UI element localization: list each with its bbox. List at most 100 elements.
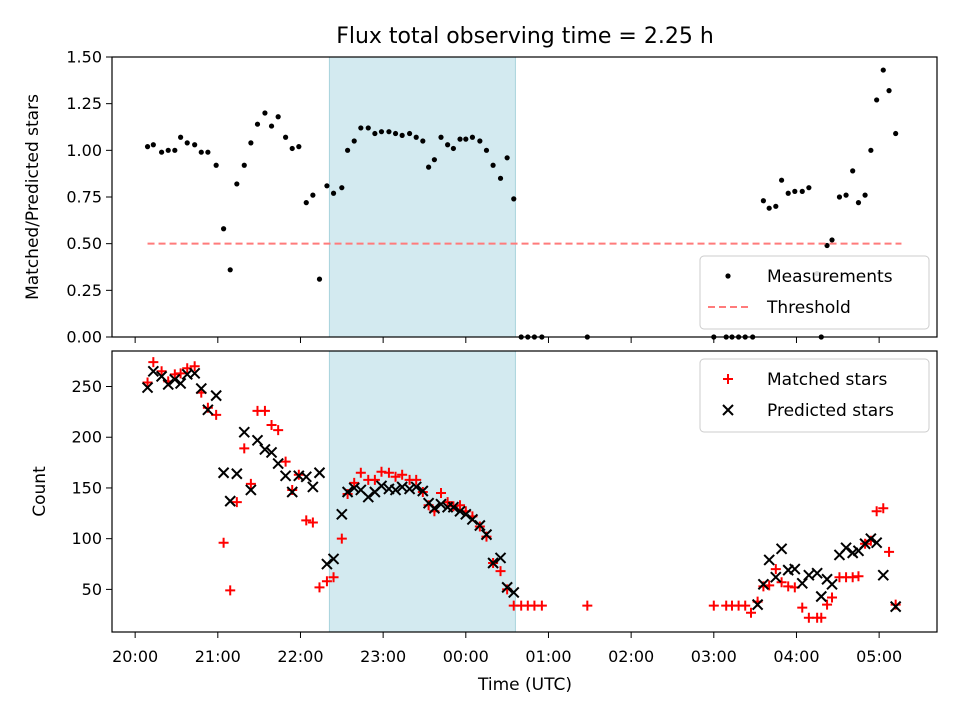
measurement-point [785,190,791,196]
matched-star-point [884,546,895,557]
measurement-point [248,140,254,146]
predicted-star-point [494,552,507,564]
measurement-point [420,138,426,144]
matched-star-point [245,478,256,489]
matched-star-point [307,517,318,528]
matched-star-point [536,600,547,611]
measurement-point [778,177,785,183]
legend-dot-marker [725,273,731,279]
predicted-star-point [300,471,312,483]
predicted-star-point [840,542,852,554]
matched-star-point [189,361,200,372]
measurement-point [850,168,856,174]
legend: Matched stars Predicted stars [699,358,930,433]
matched-star-point [764,580,775,591]
predicted-star-point [217,467,230,479]
x-tick-label: 20:00 [112,647,158,666]
x-tick-label: 01:00 [525,647,571,666]
measurement-point [172,147,178,153]
predicted-star-point [327,553,340,565]
predicted-star-point [775,543,788,555]
y-tick-label: 0.25 [66,281,102,300]
measurement-point [198,149,204,155]
legend-label: Threshold [766,298,851,318]
measurement-point [483,147,490,153]
predicted-star-point [251,434,264,446]
matched-star-point [871,506,882,517]
matched-star-point [770,564,781,575]
measurement-point [766,205,772,211]
predicted-star-point [155,370,168,383]
predicted-star-point [321,558,333,570]
matched-star-point [776,577,787,588]
measurement-point [843,192,849,198]
matched-star-point [231,497,242,508]
measurement-point [477,138,483,144]
matched-star-point [822,599,833,610]
matched-star-point [397,469,408,480]
matched-star-point [314,582,325,593]
measurement-point [227,267,233,273]
matched-star-point [816,612,827,623]
y-tick-label: 0.00 [66,328,102,347]
y-tick-label: 1.00 [66,141,102,160]
matched-star-point [202,402,213,413]
measurement-point [205,149,211,155]
y-axis-label: Matched/Predicted stars [23,94,43,300]
measurement-point [760,198,767,204]
predicted-star-point [480,528,493,541]
y-tick-label: 1.50 [66,48,102,67]
predicted-star-point [428,502,441,514]
matched-star-point [280,456,291,467]
predicted-star-point [403,483,416,495]
matched-star-point [336,533,347,544]
predicted-star-point [435,498,447,510]
matched-star-point [355,467,366,478]
y-tick-label: 250 [71,377,102,396]
measurement-point [806,185,812,191]
measurement-point [184,140,190,146]
matched-star-point [273,425,284,436]
predicted-star-point [865,532,877,545]
legend-box [699,358,930,433]
predicted-star-point [286,486,298,498]
predicted-star-point [410,481,422,493]
matched-star-point [259,405,270,416]
predicted-star-point [389,484,402,496]
legend: Measurements Threshold [699,255,930,330]
x-tick-label: 02:00 [608,647,654,666]
predicted-star-point [259,443,271,456]
legend-label: Matched stars [767,370,887,390]
matched-star-point [582,600,593,611]
predicted-star-point [265,446,278,459]
matched-star-point [890,599,901,610]
matched-star-point [211,409,222,420]
measurement-point [773,203,779,209]
matched-star-point [349,477,360,488]
matched-star-point [376,466,387,477]
predicted-star-point [279,470,292,482]
matched-star-point [797,602,808,613]
measurement-point [165,147,171,153]
measurement-point [406,130,413,137]
measurement-point [351,138,357,144]
measurement-point [386,129,392,135]
matched-star-point [746,607,757,618]
predicted-star-point [815,590,827,603]
chart-title: Flux total observing time = 2.25 h [336,24,714,49]
predicted-star-point [751,598,764,611]
count-panel: 50 100 150 200 250 Count Matched stars Predicte… [30,350,938,638]
predicted-star-point [188,367,201,380]
measurement-point [275,114,281,120]
predicted-star-point [341,486,354,498]
measurement-point [886,88,892,94]
matched-star-point [218,537,229,548]
measurement-point [445,142,451,148]
measurement-point [358,125,364,131]
measurement-point [855,200,862,206]
measurement-point [192,142,198,148]
measurement-point [399,132,405,138]
measurement-point [392,130,399,137]
legend-x-marker [722,404,734,416]
matched-star-point [390,471,401,482]
